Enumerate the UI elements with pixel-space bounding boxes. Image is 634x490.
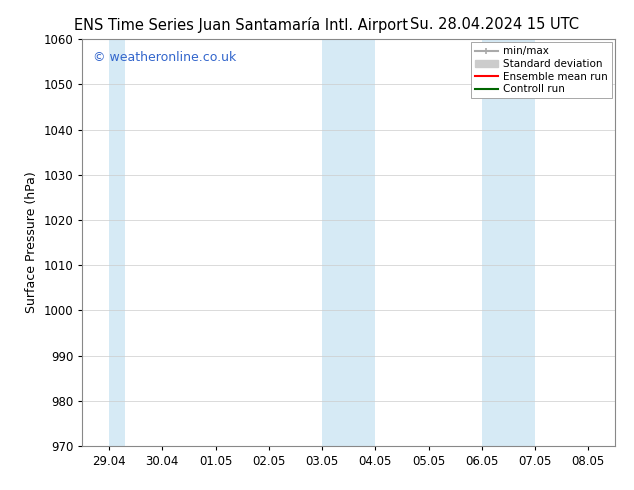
Text: ENS Time Series Juan Santamaría Intl. Airport: ENS Time Series Juan Santamaría Intl. Ai… (74, 17, 408, 33)
Bar (508, 39, 535, 446)
Bar (482, 39, 508, 446)
Text: Su. 28.04.2024 15 UTC: Su. 28.04.2024 15 UTC (410, 17, 579, 32)
Bar (349, 39, 375, 446)
Bar (109, 39, 125, 446)
Y-axis label: Surface Pressure (hPa): Surface Pressure (hPa) (25, 172, 38, 314)
Legend: min/max, Standard deviation, Ensemble mean run, Controll run: min/max, Standard deviation, Ensemble me… (470, 42, 612, 98)
Text: © weatheronline.co.uk: © weatheronline.co.uk (93, 51, 236, 64)
Bar (322, 39, 349, 446)
